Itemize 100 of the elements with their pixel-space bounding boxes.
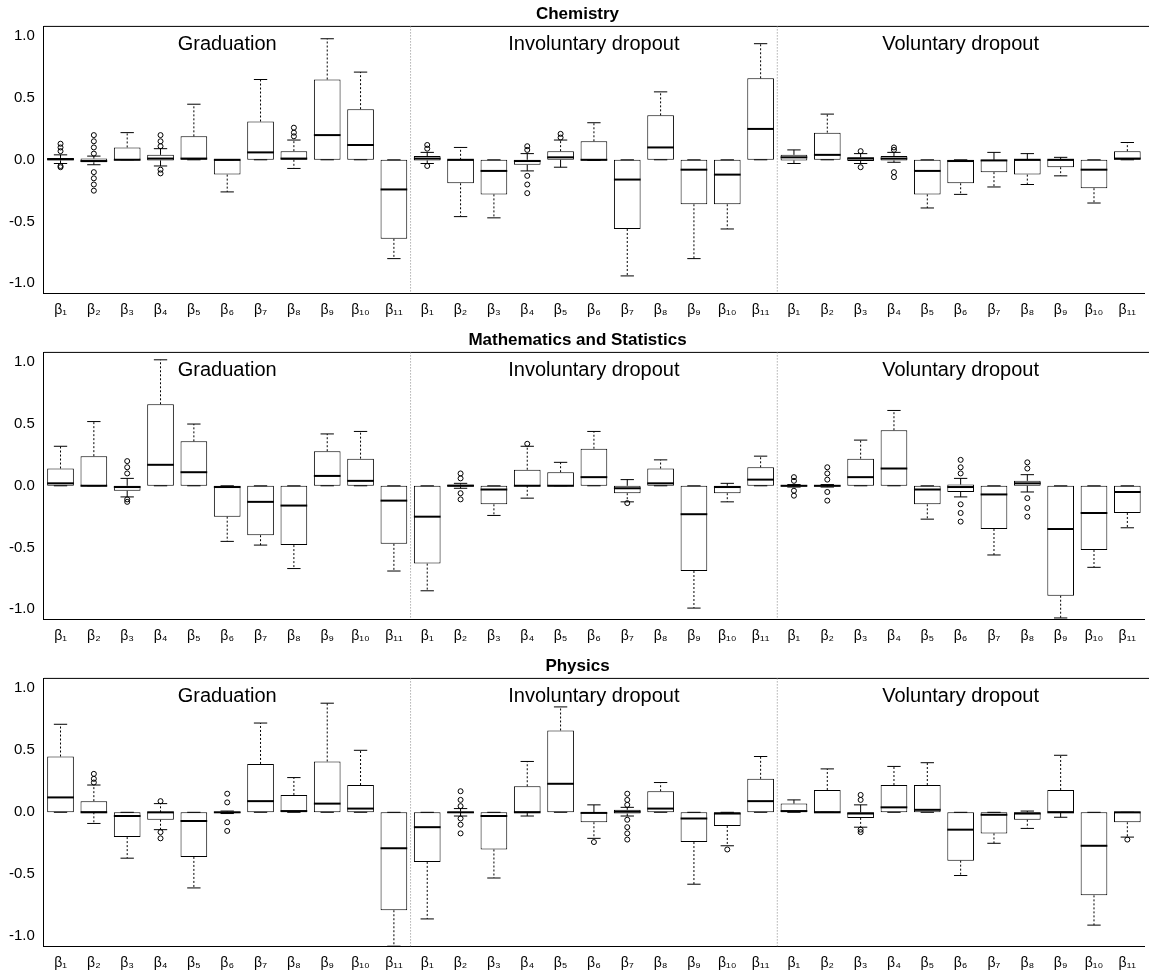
- x-tick-label: β₈: [286, 301, 301, 318]
- x-tick-label: β₃: [120, 301, 135, 318]
- x-tick-label: β₆: [587, 954, 601, 971]
- x-tick-label: β₂: [453, 954, 468, 971]
- x-tick-label: β₂: [453, 627, 468, 644]
- x-tick-label: β₁₀: [717, 301, 737, 318]
- x-tick-label: β₇: [987, 301, 1001, 318]
- x-tick-label: β₅: [920, 954, 935, 971]
- x-tick-label: β₅: [553, 301, 568, 318]
- x-tick-label: β₇: [620, 301, 634, 318]
- x-tick-label: β₄: [520, 954, 535, 971]
- y-tick-label: 0.5: [13, 740, 35, 758]
- x-tick-label: β₂: [87, 301, 101, 318]
- x-tick-label: β₉: [687, 954, 701, 971]
- x-tick-label: β₄: [153, 954, 168, 971]
- x-tick-label: β₆: [953, 954, 968, 971]
- y-tick-label: 0.5: [13, 88, 35, 106]
- y-tick-label: -1.0: [8, 926, 35, 944]
- x-tick-label: β₇: [987, 627, 1001, 644]
- x-tick-label: β₈: [1020, 954, 1035, 971]
- x-tick-label: β₄: [153, 301, 168, 318]
- x-tick-label: β₁: [54, 954, 68, 971]
- x-tick-label: β₁₀: [717, 954, 737, 971]
- x-tick-label: β₅: [187, 627, 201, 644]
- x-tick-label: β₇: [620, 627, 634, 644]
- x-tick-label: β₂: [87, 627, 101, 644]
- y-tick-label: 0.0: [13, 802, 35, 820]
- y-tick-label: 1.0: [13, 678, 35, 696]
- annotation: Involuntary dropout: [508, 31, 680, 54]
- x-tick-label: β₄: [520, 301, 535, 318]
- x-tick-label: β₈: [286, 954, 301, 971]
- y-tick-label: 1.0: [13, 352, 35, 370]
- x-tick-label: β₄: [887, 954, 902, 971]
- annotation: Voluntary dropout: [882, 683, 1040, 706]
- y-tick-label: -1.0: [8, 273, 35, 291]
- x-tick-label: β₃: [120, 627, 135, 644]
- x-tick-label: β₆: [953, 301, 968, 318]
- annotation: Voluntary dropout: [882, 357, 1040, 380]
- x-tick-label: β₆: [220, 627, 235, 644]
- x-tick-label: β₁₀: [351, 301, 371, 318]
- x-tick-label: β₇: [254, 301, 268, 318]
- y-tick-label: -0.5: [8, 864, 35, 882]
- x-tick-label: β₅: [187, 301, 201, 318]
- x-tick-label: β₈: [1020, 627, 1035, 644]
- annotation: Graduation: [177, 31, 277, 54]
- x-tick-label: β₅: [187, 954, 201, 971]
- chart-title: Physics: [545, 655, 610, 675]
- x-tick-label: β₉: [320, 954, 335, 971]
- y-tick-label: 1.0: [13, 26, 35, 44]
- y-tick-label: 0.0: [13, 475, 35, 493]
- x-tick-label: β₃: [853, 627, 868, 644]
- x-tick-label: β₇: [987, 954, 1001, 971]
- x-tick-label: β₁: [787, 954, 801, 971]
- x-tick-label: β₁: [787, 301, 801, 318]
- x-tick-label: β₈: [653, 627, 668, 644]
- x-tick-label: β₁: [54, 627, 68, 644]
- x-tick-label: β₇: [254, 627, 268, 644]
- x-tick-label: β₉: [320, 301, 335, 318]
- annotation: Voluntary dropout: [882, 31, 1040, 54]
- x-tick-label: β₁₀: [1084, 301, 1104, 318]
- x-tick-label: β₈: [653, 301, 668, 318]
- x-tick-label: β₁₀: [351, 627, 371, 644]
- x-tick-label: β₃: [487, 627, 501, 644]
- x-tick-label: β₆: [587, 627, 601, 644]
- x-tick-label: β₁₁: [1118, 954, 1137, 971]
- x-tick-label: β₉: [1053, 954, 1068, 971]
- x-tick-label: β₈: [1020, 301, 1035, 318]
- x-tick-label: β₁₁: [1118, 301, 1137, 318]
- x-tick-label: β₅: [920, 627, 935, 644]
- x-tick-label: β₃: [853, 954, 868, 971]
- x-tick-label: β₉: [1053, 627, 1068, 644]
- x-tick-label: β₂: [820, 627, 835, 644]
- x-tick-label: β₁: [787, 627, 801, 644]
- annotation: Graduation: [177, 683, 277, 706]
- x-tick-label: β₆: [220, 301, 235, 318]
- x-tick-label: β₂: [820, 954, 835, 971]
- x-tick-label: β₂: [87, 954, 101, 971]
- x-tick-label: β₁₀: [351, 954, 371, 971]
- x-tick-label: β₅: [553, 627, 568, 644]
- x-tick-label: β₃: [487, 301, 501, 318]
- x-tick-label: β₄: [887, 627, 902, 644]
- chart-title: Mathematics and Statistics: [468, 329, 687, 349]
- x-tick-label: β₁₁: [385, 627, 403, 644]
- x-tick-label: β₉: [1053, 301, 1068, 318]
- y-tick-label: -1.0: [8, 599, 35, 617]
- y-tick-label: 0.0: [13, 149, 35, 167]
- x-tick-label: β₅: [553, 954, 568, 971]
- x-tick-label: β₃: [487, 954, 501, 971]
- y-tick-label: -0.5: [8, 537, 35, 555]
- y-tick-label: -0.5: [8, 211, 35, 229]
- x-tick-label: β₁₀: [717, 627, 737, 644]
- x-tick-label: β₁₀: [1084, 954, 1104, 971]
- x-tick-label: β₇: [254, 954, 268, 971]
- y-tick-label: 0.5: [13, 414, 35, 432]
- x-tick-label: β₆: [220, 954, 235, 971]
- x-tick-label: β₄: [153, 627, 168, 644]
- x-tick-label: β₁: [420, 301, 434, 318]
- x-tick-label: β₄: [887, 301, 902, 318]
- x-tick-label: β₂: [453, 301, 468, 318]
- x-tick-label: β₆: [953, 627, 968, 644]
